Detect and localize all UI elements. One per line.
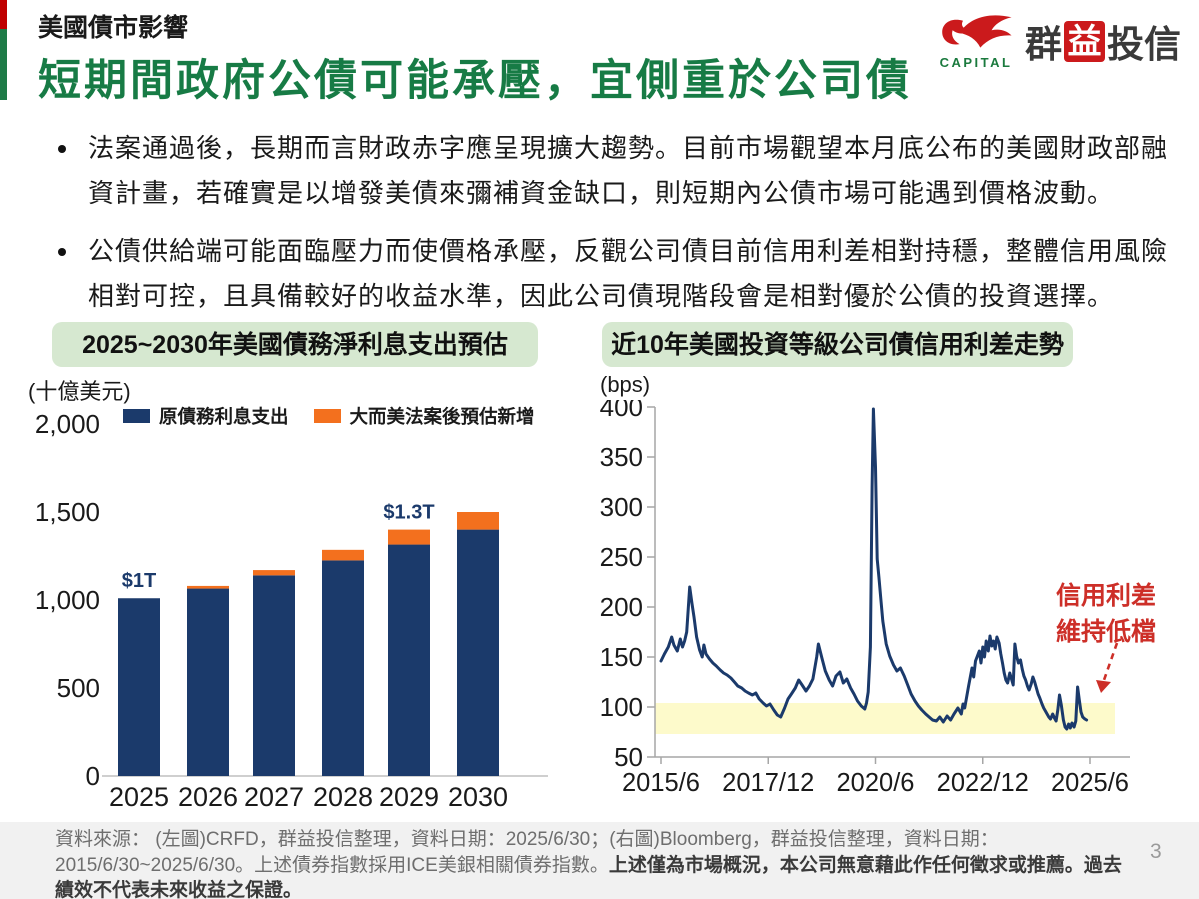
- left-chart-title: 2025~2030年美國債務淨利息支出預估: [52, 322, 538, 367]
- page-number: 3: [1150, 840, 1162, 863]
- svg-text:2030: 2030: [448, 782, 508, 812]
- source-note: 資料來源： (左圖)CRFD，群益投信整理，資料日期：2025/6/30；(右圖…: [55, 827, 1130, 899]
- accent-bar-green: [0, 29, 7, 100]
- svg-text:2022/12: 2022/12: [937, 769, 1029, 797]
- annotation-line: 信用利差: [1055, 582, 1156, 610]
- bullet-item: 法案通過後，長期而言財政赤字應呈現擴大趨勢。目前市場觀望本月底公布的美國財政部融…: [58, 126, 1168, 216]
- right-axis-unit-label: (bps): [600, 372, 651, 397]
- svg-text:300: 300: [600, 492, 643, 522]
- legend-swatch-navy: [123, 409, 150, 423]
- spread-annotation: 信用利差 維持低檔: [1040, 578, 1172, 650]
- eagle-icon: [937, 12, 1015, 57]
- svg-text:2028: 2028: [313, 782, 373, 812]
- logo-brand-box: 益: [1064, 20, 1105, 62]
- svg-text:100: 100: [600, 692, 643, 722]
- bullet-marker-icon: [58, 145, 66, 153]
- footer: 資料來源： (左圖)CRFD，群益投信整理，資料日期：2025/6/30；(右圖…: [0, 822, 1199, 899]
- legend-label: 原債務利息支出: [159, 406, 289, 427]
- svg-text:2017/12: 2017/12: [722, 769, 814, 797]
- source-text: 資料來源： (左圖)CRFD，群益投信整理，資料日期：2025/6/30；(右圖…: [55, 829, 999, 876]
- svg-text:2026: 2026: [178, 782, 238, 812]
- page-title: 短期間政府公債可能承壓，宜側重於公司債: [38, 57, 912, 105]
- annotation-line: 維持低檔: [1055, 618, 1156, 646]
- svg-text:2,000: 2,000: [35, 409, 100, 439]
- bullet-list: 法案通過後，長期而言財政赤字應呈現擴大趨勢。目前市場觀望本月底公布的美國財政部融…: [58, 126, 1168, 332]
- svg-text:50: 50: [614, 742, 643, 772]
- legend-item: 大而美法案後預估新增: [313, 403, 535, 429]
- logo-brand-text: 群 益 投信: [1025, 14, 1181, 68]
- svg-text:$1T: $1T: [122, 570, 156, 592]
- svg-text:2029: 2029: [379, 782, 439, 812]
- interest-expense-bar-chart: 0 500 1,000 1,500 2,000 $1T 2025 2026 2027 2028 $1…: [35, 409, 548, 812]
- svg-text:2015/6: 2015/6: [622, 769, 700, 797]
- right-chart-title: 近10年美國投資等級公司債信用利差走勢: [602, 322, 1073, 367]
- accent-bar-red: [0, 0, 7, 29]
- logo-zh-prefix: 群: [1025, 24, 1062, 65]
- svg-text:2020/6: 2020/6: [837, 769, 915, 797]
- legend-label: 大而美法案後預估新增: [349, 406, 535, 427]
- svg-text:500: 500: [57, 673, 100, 703]
- svg-text:1,000: 1,000: [35, 585, 100, 615]
- logo-mark: CAPITAL: [937, 12, 1015, 70]
- page-kicker: 美國債市影響: [38, 14, 189, 42]
- svg-text:$1.3T: $1.3T: [383, 502, 434, 524]
- company-logo: CAPITAL 群 益 投信: [937, 12, 1181, 70]
- credit-spread-line-chart: 50 100 150 200 250 300 350 400 2015/6 2017/12 2020…: [600, 400, 1130, 797]
- svg-text:2025/6: 2025/6: [1051, 769, 1129, 797]
- svg-text:200: 200: [600, 592, 643, 622]
- svg-text:2025: 2025: [109, 782, 169, 812]
- logo-capital-text: CAPITAL: [939, 55, 1013, 70]
- annotation-arrow-icon: [1096, 642, 1119, 693]
- svg-text:2027: 2027: [244, 782, 304, 812]
- legend-item: 原債務利息支出: [123, 403, 289, 429]
- left-axis-unit-label: (十億美元): [28, 379, 131, 404]
- svg-text:250: 250: [600, 542, 643, 572]
- svg-text:350: 350: [600, 442, 643, 472]
- svg-text:400: 400: [600, 400, 643, 422]
- svg-text:1,500: 1,500: [35, 497, 100, 527]
- legend-swatch-orange: [313, 409, 341, 423]
- svg-text:150: 150: [600, 642, 643, 672]
- bullet-item: 公債供給端可能面臨壓力而使價格承壓，反觀公司債目前信用利差相對持穩，整體信用風險…: [58, 229, 1168, 319]
- bullet-marker-icon: [58, 248, 66, 256]
- bullet-text: 公債供給端可能面臨壓力而使價格承壓，反觀公司債目前信用利差相對持穩，整體信用風險…: [88, 236, 1169, 311]
- logo-zh-suffix: 投信: [1107, 24, 1181, 65]
- bar-chart-legend: 原債務利息支出 大而美法案後預估新增: [123, 403, 535, 429]
- disclaimer-text: 上述僅為市場概況，本公司無意藉此作任何徵求或推薦。過去績效不代表未來收益之保證。: [55, 854, 1122, 899]
- bullet-text: 法案通過後，長期而言財政赤字應呈現擴大趨勢。目前市場觀望本月底公布的美國財政部融…: [88, 133, 1169, 208]
- svg-text:0: 0: [86, 761, 100, 791]
